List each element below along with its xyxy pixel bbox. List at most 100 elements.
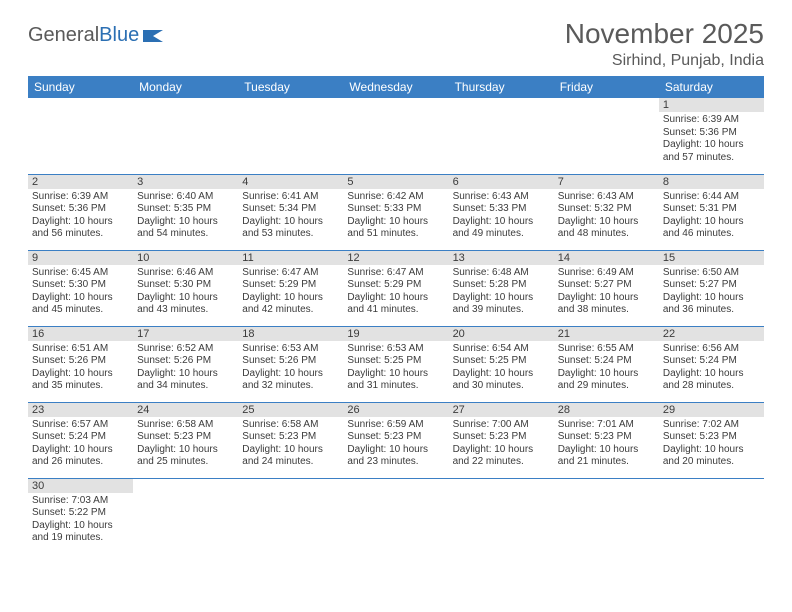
sunset-text: Sunset: 5:24 PM [663,355,760,368]
day-number: 8 [659,175,764,189]
sunset-text: Sunset: 5:24 PM [558,355,655,368]
daylight-text-2: and 36 minutes. [663,304,760,317]
sunset-text: Sunset: 5:32 PM [558,203,655,216]
daylight-text-1: Daylight: 10 hours [453,368,550,381]
sunset-text: Sunset: 5:24 PM [32,431,129,444]
day-number: 25 [238,403,343,417]
calendar-day-cell: 10Sunrise: 6:46 AMSunset: 5:30 PMDayligh… [133,250,238,326]
day-details: Sunrise: 7:00 AMSunset: 5:23 PMDaylight:… [449,417,554,471]
daylight-text-2: and 41 minutes. [347,304,444,317]
daylight-text-1: Daylight: 10 hours [558,216,655,229]
calendar-day-cell: 7Sunrise: 6:43 AMSunset: 5:32 PMDaylight… [554,174,659,250]
sunrise-text: Sunrise: 6:48 AM [453,267,550,280]
daylight-text-2: and 54 minutes. [137,228,234,241]
daylight-text-2: and 35 minutes. [32,380,129,393]
daylight-text-1: Daylight: 10 hours [242,292,339,305]
daylight-text-2: and 53 minutes. [242,228,339,241]
daylight-text-1: Daylight: 10 hours [137,292,234,305]
sunset-text: Sunset: 5:23 PM [242,431,339,444]
day-number: 24 [133,403,238,417]
sunset-text: Sunset: 5:33 PM [347,203,444,216]
day-number: 12 [343,251,448,265]
calendar-empty-cell [449,98,554,174]
day-number: 23 [28,403,133,417]
weekday-header: Sunday [28,76,133,98]
daylight-text-1: Daylight: 10 hours [242,444,339,457]
sunrise-text: Sunrise: 6:46 AM [137,267,234,280]
sunrise-text: Sunrise: 6:51 AM [32,343,129,356]
sunset-text: Sunset: 5:26 PM [137,355,234,368]
day-number: 3 [133,175,238,189]
daylight-text-1: Daylight: 10 hours [32,520,129,533]
day-number: 28 [554,403,659,417]
calendar-day-cell: 21Sunrise: 6:55 AMSunset: 5:24 PMDayligh… [554,326,659,402]
day-details: Sunrise: 6:53 AMSunset: 5:25 PMDaylight:… [343,341,448,395]
calendar-empty-cell [238,478,343,554]
day-details: Sunrise: 6:53 AMSunset: 5:26 PMDaylight:… [238,341,343,395]
day-details: Sunrise: 7:02 AMSunset: 5:23 PMDaylight:… [659,417,764,471]
calendar-empty-cell [343,478,448,554]
daylight-text-2: and 22 minutes. [453,456,550,469]
day-details: Sunrise: 6:55 AMSunset: 5:24 PMDaylight:… [554,341,659,395]
day-details: Sunrise: 6:50 AMSunset: 5:27 PMDaylight:… [659,265,764,319]
calendar-day-cell: 11Sunrise: 6:47 AMSunset: 5:29 PMDayligh… [238,250,343,326]
day-number: 18 [238,327,343,341]
day-number: 29 [659,403,764,417]
calendar-day-cell: 18Sunrise: 6:53 AMSunset: 5:26 PMDayligh… [238,326,343,402]
calendar-week-row: 30Sunrise: 7:03 AMSunset: 5:22 PMDayligh… [28,478,764,554]
calendar-day-cell: 5Sunrise: 6:42 AMSunset: 5:33 PMDaylight… [343,174,448,250]
sunrise-text: Sunrise: 6:39 AM [663,114,760,127]
daylight-text-2: and 32 minutes. [242,380,339,393]
sunrise-text: Sunrise: 7:03 AM [32,495,129,508]
sunrise-text: Sunrise: 6:47 AM [347,267,444,280]
daylight-text-1: Daylight: 10 hours [453,444,550,457]
calendar-body: 1Sunrise: 6:39 AMSunset: 5:36 PMDaylight… [28,98,764,554]
weekday-header: Thursday [449,76,554,98]
calendar-day-cell: 28Sunrise: 7:01 AMSunset: 5:23 PMDayligh… [554,402,659,478]
calendar-day-cell: 30Sunrise: 7:03 AMSunset: 5:22 PMDayligh… [28,478,133,554]
calendar-empty-cell [133,98,238,174]
day-details: Sunrise: 6:42 AMSunset: 5:33 PMDaylight:… [343,189,448,243]
daylight-text-1: Daylight: 10 hours [347,368,444,381]
daylight-text-2: and 38 minutes. [558,304,655,317]
day-number: 21 [554,327,659,341]
day-details: Sunrise: 6:43 AMSunset: 5:33 PMDaylight:… [449,189,554,243]
day-details: Sunrise: 6:39 AMSunset: 5:36 PMDaylight:… [28,189,133,243]
sunset-text: Sunset: 5:22 PM [32,507,129,520]
calendar-day-cell: 29Sunrise: 7:02 AMSunset: 5:23 PMDayligh… [659,402,764,478]
daylight-text-2: and 24 minutes. [242,456,339,469]
sunset-text: Sunset: 5:33 PM [453,203,550,216]
day-details: Sunrise: 6:44 AMSunset: 5:31 PMDaylight:… [659,189,764,243]
calendar-empty-cell [449,478,554,554]
calendar-day-cell: 25Sunrise: 6:58 AMSunset: 5:23 PMDayligh… [238,402,343,478]
daylight-text-2: and 57 minutes. [663,152,760,165]
daylight-text-2: and 23 minutes. [347,456,444,469]
daylight-text-1: Daylight: 10 hours [32,216,129,229]
day-details: Sunrise: 6:47 AMSunset: 5:29 PMDaylight:… [238,265,343,319]
sunrise-text: Sunrise: 6:43 AM [453,191,550,204]
day-details: Sunrise: 6:41 AMSunset: 5:34 PMDaylight:… [238,189,343,243]
day-details: Sunrise: 6:56 AMSunset: 5:24 PMDaylight:… [659,341,764,395]
daylight-text-1: Daylight: 10 hours [32,292,129,305]
daylight-text-2: and 51 minutes. [347,228,444,241]
daylight-text-2: and 48 minutes. [558,228,655,241]
daylight-text-1: Daylight: 10 hours [663,444,760,457]
calendar-day-cell: 14Sunrise: 6:49 AMSunset: 5:27 PMDayligh… [554,250,659,326]
day-number: 17 [133,327,238,341]
day-details: Sunrise: 6:39 AMSunset: 5:36 PMDaylight:… [659,112,764,166]
daylight-text-1: Daylight: 10 hours [347,444,444,457]
sunrise-text: Sunrise: 7:00 AM [453,419,550,432]
calendar-week-row: 1Sunrise: 6:39 AMSunset: 5:36 PMDaylight… [28,98,764,174]
day-details: Sunrise: 6:54 AMSunset: 5:25 PMDaylight:… [449,341,554,395]
daylight-text-2: and 31 minutes. [347,380,444,393]
calendar-week-row: 16Sunrise: 6:51 AMSunset: 5:26 PMDayligh… [28,326,764,402]
daylight-text-2: and 28 minutes. [663,380,760,393]
sunrise-text: Sunrise: 6:40 AM [137,191,234,204]
daylight-text-1: Daylight: 10 hours [137,368,234,381]
day-number: 15 [659,251,764,265]
daylight-text-1: Daylight: 10 hours [242,368,339,381]
day-details: Sunrise: 6:57 AMSunset: 5:24 PMDaylight:… [28,417,133,471]
daylight-text-1: Daylight: 10 hours [32,368,129,381]
day-details: Sunrise: 6:58 AMSunset: 5:23 PMDaylight:… [133,417,238,471]
sunrise-text: Sunrise: 6:49 AM [558,267,655,280]
